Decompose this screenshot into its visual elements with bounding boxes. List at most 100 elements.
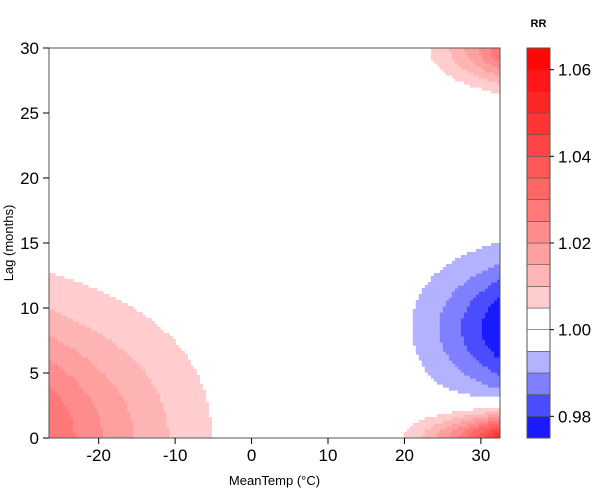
y-tick-label: 20	[20, 169, 39, 188]
contour-cell	[49, 285, 89, 289]
contour-cell	[73, 318, 152, 322]
contour-cell	[466, 279, 498, 283]
contour-cell	[61, 399, 92, 403]
contour-cell	[49, 372, 68, 376]
contour-cell	[490, 348, 500, 352]
contour-cell	[160, 399, 206, 403]
contour-cell	[490, 54, 500, 58]
contour-cell	[487, 366, 500, 370]
contour-cell	[487, 420, 500, 424]
contour-cell	[475, 378, 500, 382]
contour-cell	[157, 390, 206, 394]
contour-cell	[451, 411, 486, 415]
contour-cell	[481, 54, 492, 58]
contour-cell	[457, 366, 489, 370]
contour-cell	[478, 423, 489, 427]
contour-cell	[49, 282, 83, 286]
contour-cell	[109, 378, 152, 382]
contour-cell	[103, 435, 134, 438]
contour-cell	[418, 420, 444, 424]
contour-cell	[430, 54, 453, 58]
contour-cell	[439, 324, 462, 328]
legend-band	[526, 372, 551, 395]
y-tick-label: 30	[20, 39, 39, 58]
contour-cell	[94, 402, 128, 406]
contour-cell	[490, 51, 500, 55]
contour-cell	[67, 372, 107, 376]
contour-cell	[451, 51, 468, 55]
contour-cell	[166, 417, 212, 421]
contour-cell	[49, 408, 68, 412]
contour-cell	[415, 345, 444, 349]
contour-cell	[94, 405, 128, 409]
contour-cell	[472, 72, 495, 76]
legend-band	[526, 351, 551, 374]
contour-cell	[133, 429, 170, 433]
contour-cell	[49, 384, 80, 388]
contour-cell	[415, 351, 447, 355]
x-tick-label: -10	[163, 446, 188, 465]
contour-cell	[436, 381, 483, 385]
contour-cell	[478, 426, 492, 430]
contour-cell	[49, 345, 71, 349]
contour-cell	[490, 369, 500, 373]
contour-cell	[127, 402, 164, 406]
contour-cell	[475, 357, 500, 361]
contour-cell	[451, 423, 468, 427]
contour-cell	[439, 318, 462, 322]
contour-cell	[490, 243, 500, 247]
legend-band	[526, 242, 551, 265]
contour-cell	[124, 396, 161, 400]
contour-cell	[139, 363, 191, 367]
contour-cell	[493, 432, 500, 436]
x-tick-label: -20	[86, 446, 111, 465]
legend-band	[526, 329, 551, 352]
contour-cell	[112, 381, 152, 385]
legend-tick-label: 0.98	[558, 407, 591, 426]
contour-cell	[136, 360, 191, 364]
contour-cell	[430, 426, 447, 430]
contour-cell	[493, 300, 500, 304]
contour-cell	[49, 348, 77, 352]
contour-cell	[460, 333, 483, 337]
legend-band	[526, 416, 551, 439]
contour-cell	[445, 303, 471, 307]
contour-cell	[100, 369, 146, 373]
contour-cell	[436, 435, 450, 438]
contour-cell	[481, 66, 498, 70]
contour-cell	[481, 327, 500, 331]
contour-cell	[490, 63, 500, 67]
contour-cell	[481, 318, 500, 322]
contour-cell	[451, 261, 500, 265]
contour-cell	[97, 330, 164, 334]
contour-cell	[430, 51, 453, 55]
contour-cell	[55, 336, 107, 340]
contour-cell	[163, 405, 209, 409]
legend-band	[526, 264, 551, 287]
contour-cell	[430, 57, 453, 61]
contour-cell	[58, 339, 113, 343]
contour-cell	[466, 435, 477, 438]
contour-cell	[427, 372, 465, 376]
contour-cell	[439, 270, 483, 274]
contour-cell	[412, 309, 444, 313]
contour-cell	[130, 414, 167, 418]
y-tick-label: 5	[30, 364, 39, 383]
contour-cell	[460, 66, 483, 70]
contour-cell	[487, 285, 500, 289]
contour-cell	[73, 426, 104, 430]
contour-cell	[475, 249, 500, 253]
contour-cell	[460, 369, 492, 373]
contour-cell	[49, 339, 59, 343]
contour-cell	[442, 69, 468, 73]
contour-cell	[49, 324, 86, 328]
contour-cell	[133, 432, 170, 436]
contour-cell	[469, 393, 500, 397]
contour-cell	[64, 402, 95, 406]
contour-cell	[97, 411, 131, 415]
legend-band	[526, 199, 551, 222]
legend-band	[526, 394, 551, 417]
contour-cell	[88, 357, 134, 361]
contour-cell	[439, 66, 462, 70]
contour-cell	[487, 417, 500, 421]
